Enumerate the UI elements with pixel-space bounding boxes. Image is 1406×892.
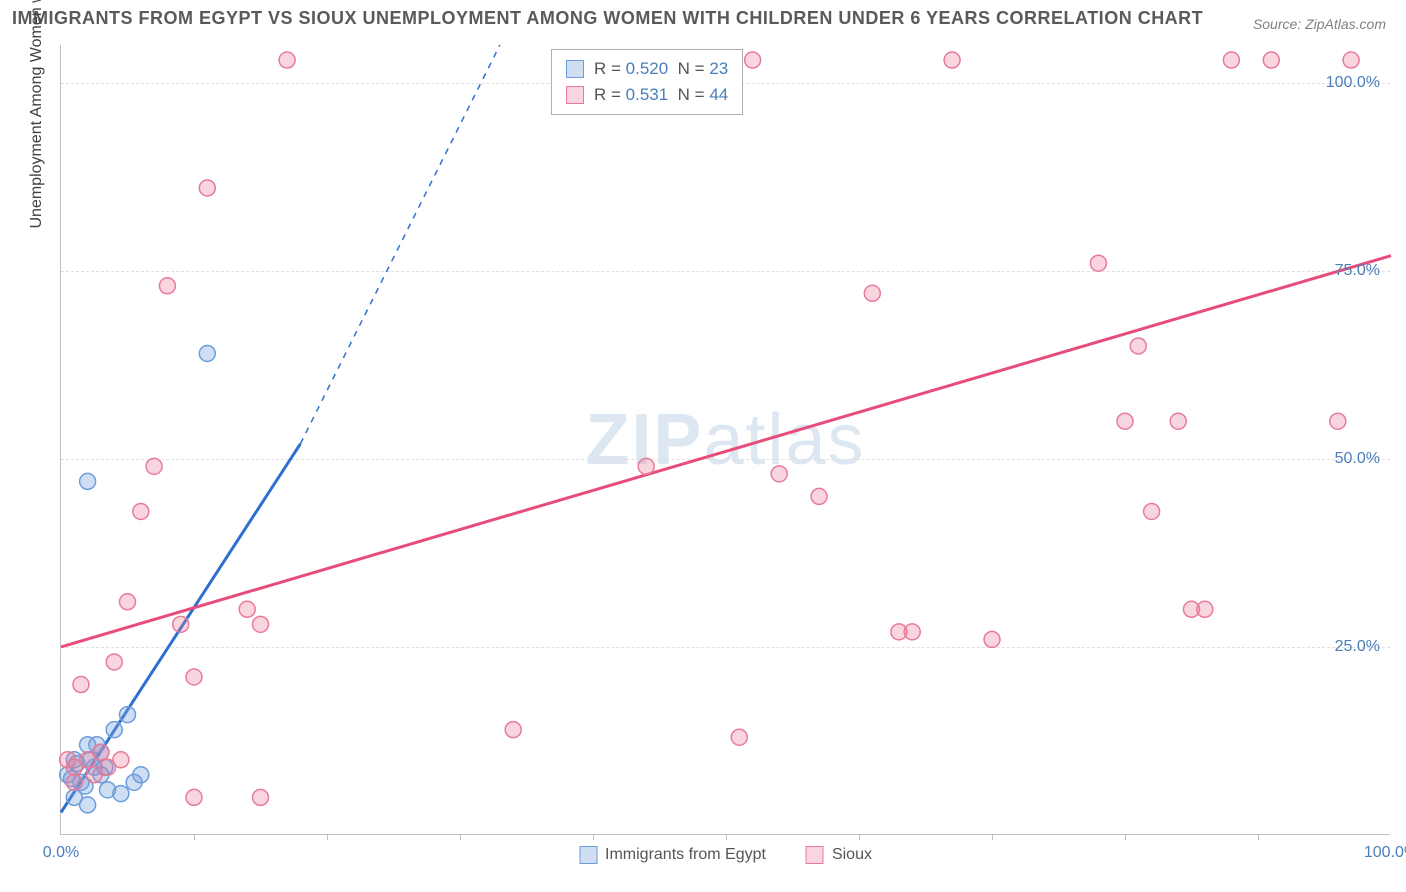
- series-legend: Immigrants from Egypt Sioux: [579, 846, 872, 864]
- x-tick-label: 100.0%: [1364, 844, 1406, 862]
- chart-title: IMMIGRANTS FROM EGYPT VS SIOUX UNEMPLOYM…: [12, 8, 1203, 29]
- legend-item-egypt: Immigrants from Egypt: [579, 846, 766, 864]
- correlation-legend: R = 0.520 N = 23 R = 0.531 N = 44: [551, 49, 743, 115]
- source-attribution: Source: ZipAtlas.com: [1253, 16, 1386, 32]
- y-axis-label: Unemployment Among Women with Children U…: [28, 0, 46, 228]
- swatch-icon: [806, 846, 824, 864]
- legend-row-sioux: R = 0.531 N = 44: [566, 82, 728, 108]
- scatter-chart: [61, 45, 1390, 834]
- legend-label: Sioux: [832, 846, 872, 864]
- legend-label: Immigrants from Egypt: [605, 846, 766, 864]
- y-tick-label: 50.0%: [1335, 450, 1380, 468]
- y-tick-label: 75.0%: [1335, 262, 1380, 280]
- swatch-icon: [566, 86, 584, 104]
- swatch-icon: [566, 60, 584, 78]
- legend-item-sioux: Sioux: [806, 846, 872, 864]
- y-tick-label: 100.0%: [1326, 74, 1380, 92]
- y-tick-label: 25.0%: [1335, 638, 1380, 656]
- legend-row-egypt: R = 0.520 N = 23: [566, 56, 728, 82]
- legend-text: R = 0.520 N = 23: [594, 59, 728, 79]
- legend-text: R = 0.531 N = 44: [594, 85, 728, 105]
- swatch-icon: [579, 846, 597, 864]
- x-tick-label: 0.0%: [43, 844, 79, 862]
- plot-area: ZIPatlas R = 0.520 N = 23 R = 0.531 N = …: [60, 45, 1390, 835]
